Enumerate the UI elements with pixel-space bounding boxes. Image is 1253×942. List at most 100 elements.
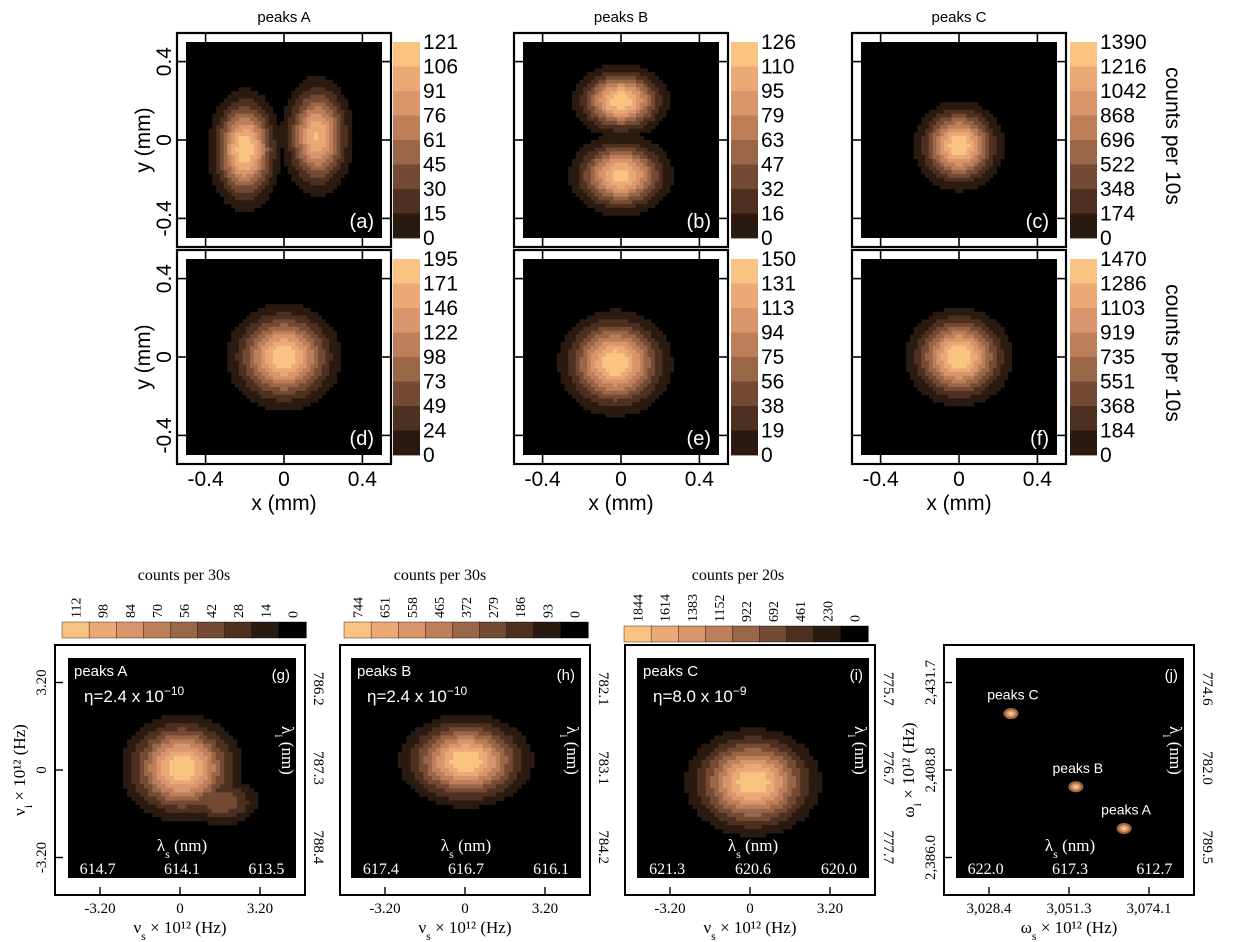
heat-cell <box>628 345 633 350</box>
heat-cell <box>317 102 322 107</box>
heat-cell <box>156 731 162 736</box>
heat-cell <box>227 349 232 354</box>
heat-cell <box>955 121 960 126</box>
heat-cell <box>207 772 212 777</box>
heat-cell <box>602 323 607 328</box>
heat-cell <box>227 200 232 205</box>
heat-cell <box>981 323 986 328</box>
heat-cell <box>955 166 960 171</box>
heat-cell <box>203 731 208 736</box>
heat-cell <box>970 113 975 118</box>
heat-cell <box>169 735 174 740</box>
heat-cell <box>632 406 637 411</box>
heat-cell <box>970 177 975 182</box>
heat-cell <box>219 117 224 122</box>
heat-cell <box>628 360 633 365</box>
heat-cell <box>344 151 349 156</box>
heat-cell <box>647 330 652 335</box>
heat-cell <box>928 136 933 141</box>
heat-cell <box>268 106 273 111</box>
heat-cell <box>602 341 607 346</box>
heat-cell <box>329 334 334 339</box>
heat-cell <box>962 379 967 384</box>
heat-cell <box>287 398 292 403</box>
heat-cell <box>966 166 971 171</box>
heat-cell <box>190 731 195 736</box>
heat-cell <box>306 338 311 343</box>
heat-cell <box>280 357 285 362</box>
heat-cell <box>165 776 170 781</box>
heat-cell <box>928 166 933 171</box>
heat-cell <box>127 755 132 761</box>
heat-cell <box>348 109 353 114</box>
heat-cell <box>231 360 236 365</box>
heat-cell <box>658 181 663 186</box>
heat-cell <box>203 788 208 793</box>
heat-cell <box>310 383 315 388</box>
heat-cell <box>609 166 614 171</box>
heat-cell <box>156 763 162 769</box>
y-tick-label: 0.4 <box>153 47 176 77</box>
heat-cell <box>216 121 221 126</box>
heat-cell <box>647 372 652 377</box>
heat-cell <box>173 808 179 814</box>
heat-cell <box>173 715 179 720</box>
heat-cell <box>932 368 937 373</box>
heat-cell <box>974 379 979 384</box>
heat-cell <box>306 379 311 384</box>
heat-cell <box>974 143 979 148</box>
heat-cell <box>996 349 1001 354</box>
heat-cell <box>238 360 243 365</box>
heat-cell <box>658 83 663 88</box>
heat-cell <box>936 143 941 148</box>
heat-cell <box>643 79 648 84</box>
heat-cell <box>932 109 937 114</box>
heat-cell <box>647 109 652 114</box>
heat-cell <box>317 345 322 350</box>
heat-cell <box>996 162 1001 167</box>
heat-cell <box>287 102 292 107</box>
heat-cell <box>1000 132 1005 137</box>
heat-cell <box>639 158 644 163</box>
heat-cell <box>943 124 948 129</box>
heat-cell <box>621 79 626 84</box>
heat-cell <box>617 109 622 114</box>
heat-cell <box>173 772 179 777</box>
heat-cell <box>977 330 982 335</box>
heat-cell <box>628 166 633 171</box>
heat-cell <box>598 162 603 167</box>
heat-cell <box>992 151 997 156</box>
heat-cell <box>977 117 982 122</box>
heat-cell <box>917 158 922 163</box>
heat-cell <box>598 357 603 362</box>
heat-cell <box>928 147 933 152</box>
heat-cell <box>977 341 982 346</box>
heat-cell <box>989 326 994 331</box>
heat-cell <box>182 731 187 736</box>
heat-cell <box>261 143 266 148</box>
heat-cell <box>276 341 281 346</box>
heat-cell <box>609 341 614 346</box>
heat-cell <box>989 319 994 324</box>
heat-cell <box>594 189 599 194</box>
heat-cell <box>165 772 170 777</box>
heat-cell <box>981 390 986 395</box>
heat-cell <box>959 315 964 320</box>
heat-cell <box>336 132 341 137</box>
heat-cell <box>575 390 580 395</box>
heat-cell <box>583 368 588 373</box>
heat-cell <box>613 185 618 190</box>
heat-cell <box>951 128 956 133</box>
heat-cell <box>261 311 266 316</box>
heat-cell <box>295 364 300 369</box>
heat-cell <box>666 91 671 96</box>
heat-cell <box>617 94 622 99</box>
heat-cell <box>135 759 141 765</box>
heat-cell <box>257 181 262 186</box>
heat-cell <box>131 776 136 781</box>
heat-cell <box>609 106 614 111</box>
heat-cell <box>639 173 644 178</box>
heat-cell <box>654 185 659 190</box>
heat-cell <box>253 185 258 190</box>
heat-cell <box>985 345 990 350</box>
